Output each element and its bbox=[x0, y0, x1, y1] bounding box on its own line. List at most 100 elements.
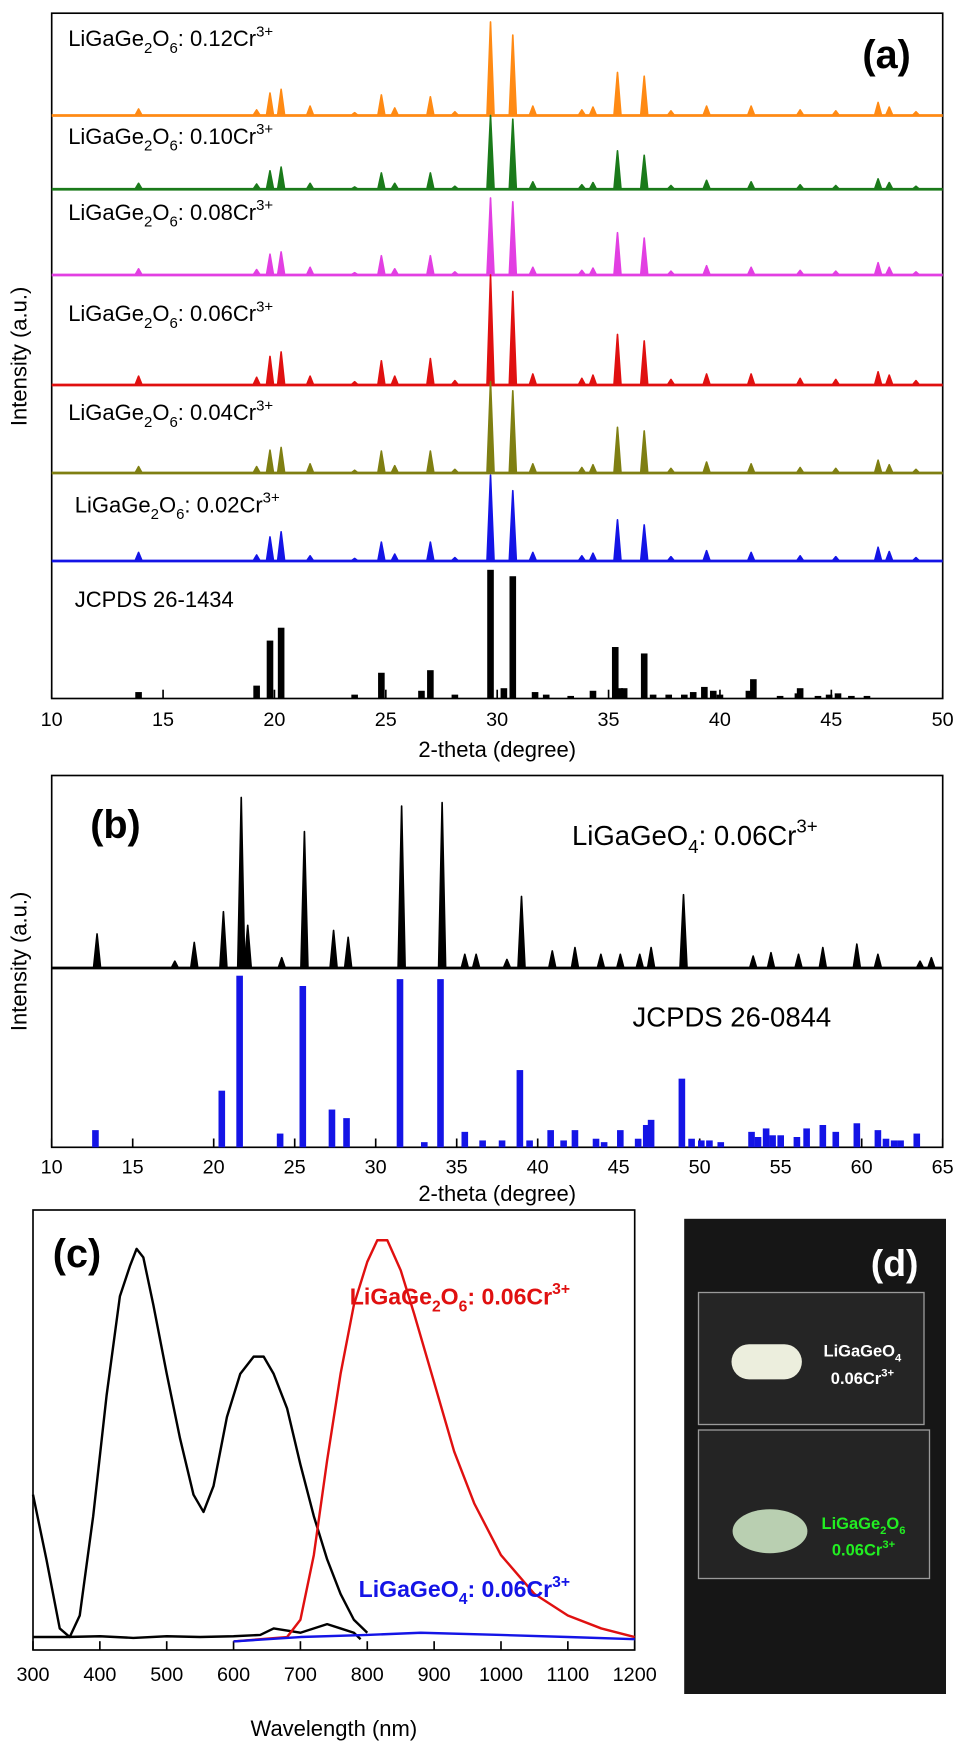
stick bbox=[745, 690, 753, 699]
stick bbox=[688, 1138, 695, 1148]
peak bbox=[831, 110, 841, 117]
peak bbox=[377, 254, 386, 276]
peak bbox=[873, 953, 883, 969]
peak bbox=[134, 551, 143, 562]
peak bbox=[252, 465, 261, 474]
spectrum-line bbox=[233, 1239, 636, 1643]
stick bbox=[848, 695, 855, 699]
x-tick-label: 1000 bbox=[479, 1664, 523, 1686]
peak bbox=[486, 197, 495, 276]
peak bbox=[702, 105, 711, 117]
peak bbox=[92, 933, 102, 969]
peak bbox=[884, 374, 894, 386]
x-tick-label: 45 bbox=[820, 709, 842, 731]
stick bbox=[642, 1124, 650, 1148]
x-tick-label: 60 bbox=[851, 1157, 873, 1179]
stick bbox=[526, 1140, 533, 1148]
x-tick-label: 40 bbox=[527, 1157, 549, 1179]
peak bbox=[305, 555, 315, 562]
stick bbox=[396, 979, 404, 1148]
stick bbox=[378, 672, 385, 699]
series-label: LiGaGeO4: 0.06Cr3+ bbox=[572, 815, 818, 857]
sample-label: 0.06Cr3+ bbox=[832, 1539, 896, 1559]
series-label: LiGaGe2O6: 0.04Cr3+ bbox=[68, 397, 273, 431]
plot-frame bbox=[32, 1209, 636, 1651]
figure-body: (d) LiGaGeO4 0.06Cr3+ LiGaGe2O6 0.06Cr3+… bbox=[6, 12, 954, 1741]
stick bbox=[253, 685, 260, 699]
stick bbox=[437, 979, 444, 1148]
peak bbox=[305, 266, 315, 276]
stick bbox=[796, 688, 804, 699]
x-tick-label: 35 bbox=[446, 1157, 468, 1179]
peak bbox=[613, 150, 622, 191]
peak bbox=[679, 893, 688, 969]
peak bbox=[547, 950, 557, 969]
stick bbox=[218, 1090, 226, 1148]
peak bbox=[134, 375, 143, 386]
stick bbox=[427, 670, 434, 699]
peak bbox=[615, 953, 625, 969]
stick bbox=[882, 1138, 890, 1148]
peak bbox=[577, 269, 587, 276]
x-tick-label: 40 bbox=[709, 709, 731, 731]
peak bbox=[134, 182, 143, 191]
peak bbox=[831, 184, 841, 191]
peak bbox=[276, 88, 286, 117]
peak bbox=[350, 557, 359, 562]
stick bbox=[571, 1130, 579, 1148]
peak bbox=[639, 340, 649, 386]
peak bbox=[577, 183, 587, 191]
sample-label: LiGaGe2O6 bbox=[821, 1515, 905, 1537]
peak bbox=[588, 374, 598, 386]
peak bbox=[588, 181, 598, 191]
stick bbox=[451, 694, 459, 699]
stick bbox=[647, 1119, 655, 1148]
peak bbox=[884, 550, 894, 562]
peak bbox=[746, 373, 756, 386]
stick bbox=[803, 1128, 810, 1148]
peak bbox=[528, 181, 538, 191]
spectrum-line bbox=[233, 1631, 635, 1643]
stick bbox=[351, 694, 358, 699]
x-tick-label: 25 bbox=[284, 1157, 306, 1179]
stick bbox=[834, 693, 842, 699]
stick bbox=[328, 1109, 336, 1148]
stick bbox=[611, 647, 619, 699]
x-tick-label: 20 bbox=[263, 709, 285, 731]
peak bbox=[265, 253, 275, 276]
x-axis-title: Wavelength (nm) bbox=[251, 1716, 418, 1741]
peak bbox=[252, 554, 261, 562]
peak bbox=[426, 254, 435, 276]
peak bbox=[390, 464, 400, 474]
stick bbox=[769, 1135, 776, 1148]
peak bbox=[795, 109, 805, 117]
panel-label: (b) bbox=[90, 803, 141, 847]
x-tick-label: 300 bbox=[16, 1664, 49, 1686]
peak bbox=[666, 555, 676, 562]
peak bbox=[486, 380, 495, 474]
peak bbox=[390, 107, 400, 117]
peak bbox=[702, 373, 711, 386]
stick bbox=[678, 1078, 686, 1148]
peak bbox=[134, 465, 143, 474]
x-tick-label: 15 bbox=[152, 709, 174, 731]
stick bbox=[135, 692, 142, 699]
peak bbox=[795, 555, 805, 562]
stick bbox=[516, 1070, 524, 1148]
peak bbox=[639, 524, 649, 562]
stick bbox=[853, 1123, 861, 1148]
stick bbox=[600, 1142, 608, 1148]
stick bbox=[665, 694, 673, 699]
peak bbox=[915, 960, 925, 969]
stick bbox=[681, 694, 688, 699]
peak bbox=[350, 271, 359, 276]
peak bbox=[911, 379, 921, 386]
peak bbox=[588, 106, 598, 117]
peak bbox=[666, 270, 676, 276]
peak bbox=[927, 956, 936, 969]
panel-label: (a) bbox=[862, 33, 910, 77]
peak bbox=[639, 430, 649, 474]
stick bbox=[689, 692, 697, 699]
peak bbox=[639, 75, 649, 117]
stick bbox=[814, 695, 822, 699]
